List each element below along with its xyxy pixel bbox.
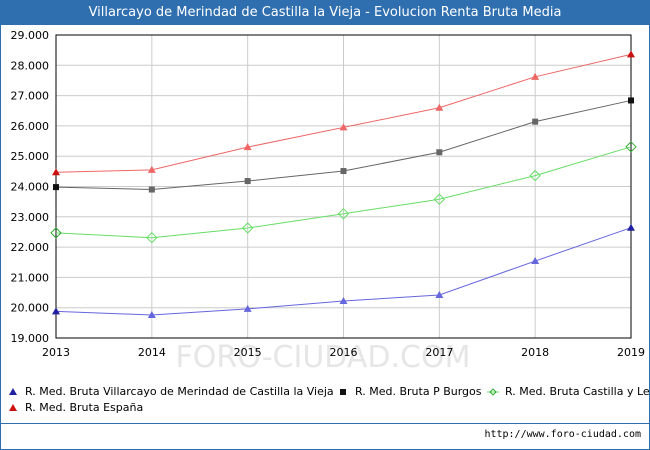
y-tick-label: 19.000 bbox=[11, 332, 50, 345]
data-point bbox=[243, 143, 252, 151]
x-tick-label: 2018 bbox=[521, 346, 549, 359]
watermark-text: FORO-CIUDAD.COM bbox=[176, 340, 471, 375]
legend-label-villarcayo: R. Med. Bruta Villarcayo de Merindad de … bbox=[25, 385, 334, 398]
x-tick-label: 2015 bbox=[234, 346, 262, 359]
data-point bbox=[243, 304, 252, 312]
data-point bbox=[435, 103, 444, 111]
data-point bbox=[337, 208, 350, 220]
data-point bbox=[340, 168, 347, 175]
data-point bbox=[241, 222, 254, 234]
y-tick-label: 28.000 bbox=[11, 59, 50, 72]
x-tick-label: 2014 bbox=[138, 346, 166, 359]
legend-swatch-villarcayo bbox=[9, 388, 17, 395]
data-point bbox=[52, 168, 60, 176]
data-point bbox=[50, 227, 62, 239]
data-point bbox=[532, 118, 539, 125]
data-point bbox=[148, 186, 155, 193]
series-layer bbox=[50, 50, 637, 318]
chart-title: Villarcayo de Merindad de Castilla la Vi… bbox=[1, 1, 649, 25]
chart-footer: http://www.foro-ciudad.com bbox=[1, 423, 649, 450]
data-point bbox=[531, 72, 540, 80]
y-tick-label: 26.000 bbox=[11, 120, 50, 133]
x-tick-label: 2013 bbox=[42, 346, 70, 359]
data-point bbox=[436, 149, 443, 156]
data-point bbox=[146, 231, 158, 244]
source-link[interactable]: http://www.foro-ciudad.com bbox=[484, 429, 641, 440]
axis-labels: 19.000 20.000 21.000 22.000 23.000 24.000 25.0… bbox=[11, 29, 646, 359]
x-tick-label: 2017 bbox=[425, 346, 453, 359]
y-tick-label: 29.000 bbox=[11, 29, 50, 42]
x-tick-label: 2016 bbox=[330, 346, 358, 359]
data-point bbox=[53, 184, 59, 191]
chart-legend: R. Med. Bruta Villarcayo de Merindad de … bbox=[1, 379, 650, 423]
y-tick-label: 22.000 bbox=[11, 241, 50, 254]
legend-swatch-burgos bbox=[340, 389, 346, 395]
data-point bbox=[339, 123, 348, 131]
data-point bbox=[52, 307, 60, 315]
watermark-layer: FORO-CIUDAD.COM bbox=[176, 340, 471, 375]
y-tick-label: 24.000 bbox=[11, 181, 50, 194]
x-tick-label: 2019 bbox=[617, 346, 645, 359]
legend-swatch-espana bbox=[9, 404, 17, 411]
data-point bbox=[244, 178, 251, 185]
data-point bbox=[435, 290, 444, 298]
data-point bbox=[529, 169, 541, 182]
data-point bbox=[628, 97, 634, 104]
series-line-2 bbox=[55, 146, 632, 239]
line-chart: FORO-CIUDAD.COM 19.000 20.000 21.000 22.000… bbox=[11, 29, 646, 375]
data-point bbox=[147, 310, 156, 318]
legend-label-burgos: R. Med. Bruta P Burgos bbox=[355, 385, 482, 398]
y-tick-label: 21.000 bbox=[11, 271, 50, 284]
legend-label-espana: R. Med. Bruta España bbox=[25, 401, 144, 414]
y-tick-label: 25.000 bbox=[11, 150, 50, 163]
data-point bbox=[339, 297, 348, 305]
data-point bbox=[625, 141, 637, 153]
y-tick-label: 27.000 bbox=[11, 90, 50, 103]
y-tick-label: 23.000 bbox=[11, 211, 50, 224]
legend-swatch-castilla-leon bbox=[487, 388, 499, 396]
grid-layer bbox=[55, 34, 632, 339]
data-point bbox=[627, 50, 635, 58]
legend-label-castilla-leon: R. Med. Bruta Castilla y Leo bbox=[505, 385, 650, 398]
data-point bbox=[433, 193, 446, 205]
data-point bbox=[627, 223, 635, 231]
data-point bbox=[147, 165, 156, 173]
data-point bbox=[531, 257, 540, 265]
y-tick-label: 20.000 bbox=[11, 302, 50, 315]
